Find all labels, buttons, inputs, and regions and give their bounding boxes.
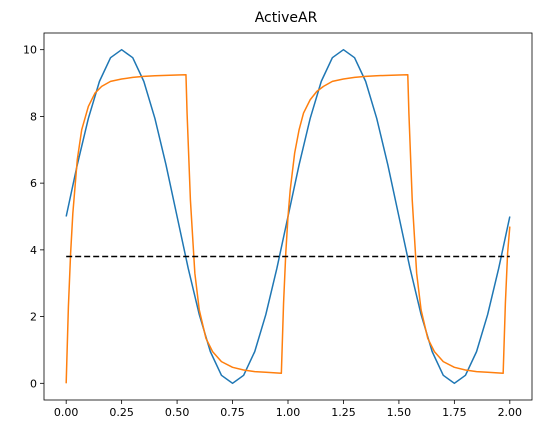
x-tick-label: 0.25: [109, 406, 134, 419]
y-axis: 0 2 4 6 8 10: [23, 44, 44, 390]
y-tick-label: 2: [30, 311, 37, 324]
y-tick-label: 4: [30, 244, 37, 257]
x-axis: 0.00 0.25 0.50 0.75 1.00 1.25 1.50 1.75 2.00: [54, 400, 522, 419]
x-tick-label: 0.00: [54, 406, 79, 419]
x-tick-label: 1.25: [331, 406, 356, 419]
series-line-1: [65, 73, 511, 384]
x-tick-label: 2.00: [498, 406, 523, 419]
x-tick-label: 1.75: [442, 406, 467, 419]
chart-title: ActiveAR: [255, 10, 318, 26]
y-tick-label: 10: [23, 44, 37, 57]
y-tick-label: 0: [30, 377, 37, 390]
x-tick-label: 0.50: [165, 406, 190, 419]
x-tick-label: 1.00: [276, 406, 301, 419]
x-tick-label: 1.50: [387, 406, 412, 419]
x-tick-label: 0.75: [220, 406, 245, 419]
y-tick-label: 8: [30, 110, 37, 123]
y-tick-label: 6: [30, 177, 37, 190]
series-layer: [65, 48, 511, 385]
